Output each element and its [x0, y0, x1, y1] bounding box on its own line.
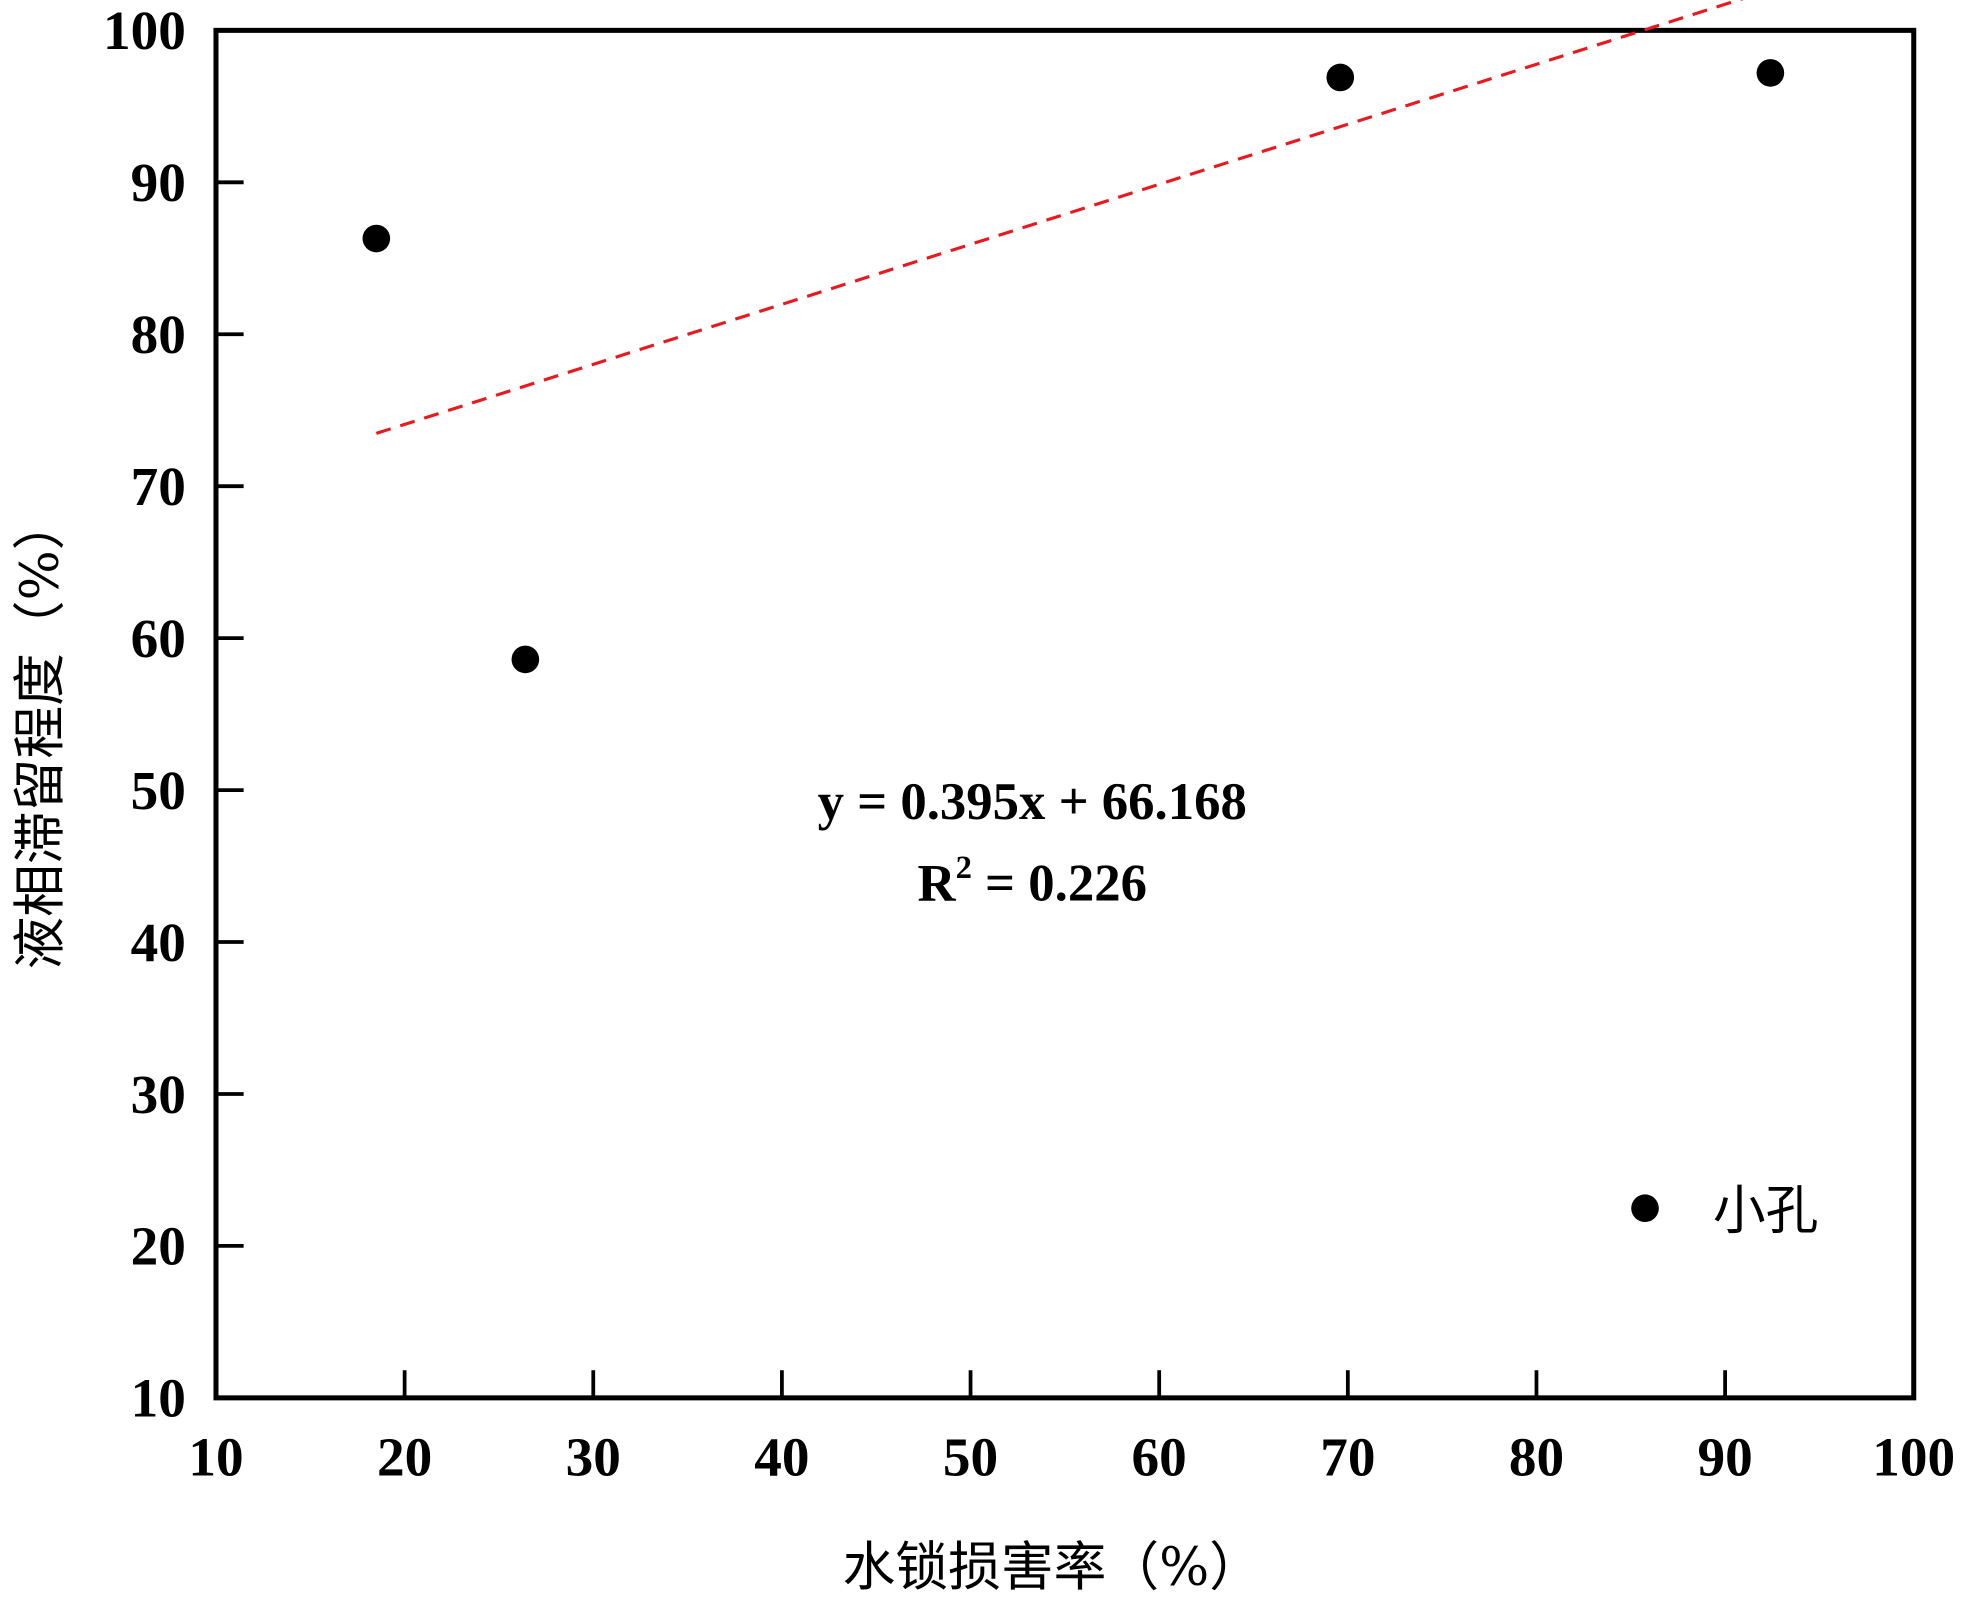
x-tick-label: 80 [1509, 1427, 1564, 1488]
y-tick-label: 10 [131, 1368, 186, 1429]
plot-frame [213, 27, 1917, 1401]
data-point [1326, 63, 1355, 92]
y-tick-label: 60 [131, 608, 186, 669]
trendline-equation: y = 0.395x + 66.168 [818, 773, 1247, 831]
x-tick-label: 20 [377, 1427, 432, 1488]
legend-label: 小孔 [1713, 1180, 1818, 1241]
y-axis-label: 液相滞留程度（%） [10, 498, 71, 970]
x-tick-label: 50 [943, 1427, 998, 1488]
y-tick-label: 30 [131, 1064, 186, 1125]
r-squared-label: R2 = 0.226 [917, 850, 1146, 913]
y-tick-label: 90 [131, 152, 186, 213]
y-tick-label: 70 [131, 456, 186, 517]
y-tick-label: 80 [131, 304, 186, 365]
data-point [1756, 59, 1785, 87]
y-tick-label: 50 [131, 760, 186, 821]
data-point [511, 645, 540, 674]
x-tick-label: 100 [1872, 1427, 1955, 1488]
x-tick-label: 70 [1320, 1427, 1375, 1488]
y-tick-label: 40 [131, 912, 186, 973]
x-tick-label: 30 [566, 1427, 621, 1488]
y-tick-label: 100 [103, 0, 186, 61]
data-point [362, 224, 391, 253]
x-tick-label: 60 [1132, 1427, 1187, 1488]
x-tick-label: 90 [1697, 1427, 1752, 1488]
x-axis-label: 水锁损害率（%） [843, 1537, 1262, 1598]
legend-marker [1631, 1194, 1659, 1223]
y-tick-label: 20 [131, 1216, 186, 1277]
x-tick-label: 10 [188, 1427, 243, 1488]
x-tick-label: 40 [754, 1427, 809, 1488]
trendline [375, 0, 1744, 435]
